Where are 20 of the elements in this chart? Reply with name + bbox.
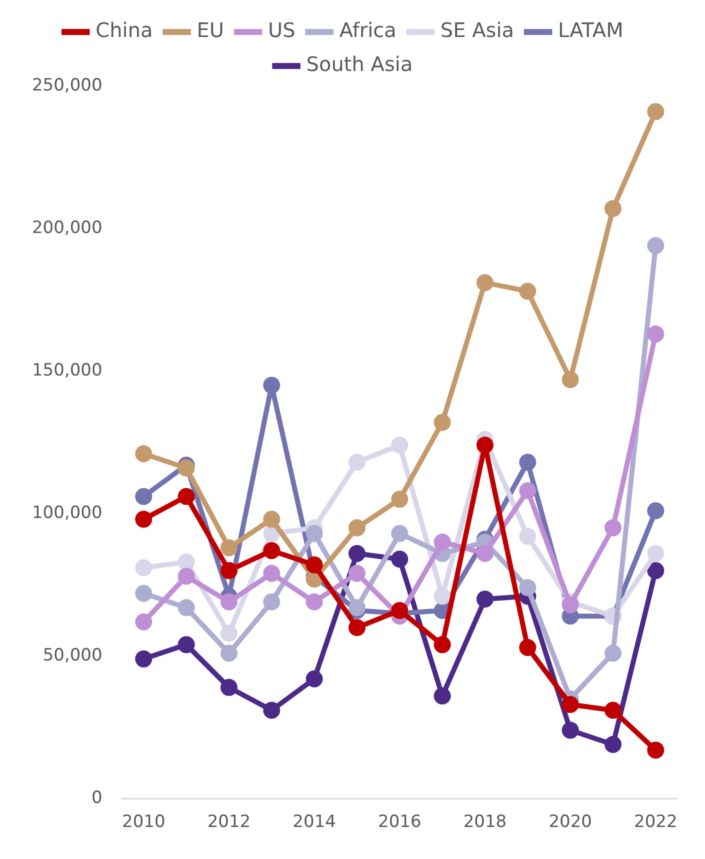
legend-label: US	[268, 18, 296, 42]
legend-label: LATAM	[558, 18, 624, 42]
x-tick-label: 2010	[122, 812, 166, 832]
x-tick-label: 2022	[634, 812, 678, 832]
x-tick-label: 2012	[207, 812, 251, 832]
legend-label: EU	[196, 18, 224, 42]
y-tick-label: 0	[91, 788, 102, 808]
x-tick-label: 2020	[548, 812, 592, 832]
y-tick-label: 100,000	[32, 502, 102, 523]
y-tick-label: 200,000	[32, 218, 102, 238]
legend-label: China	[96, 18, 153, 42]
legend-label: South Asia	[306, 52, 413, 76]
y-tick-label: 50,000	[42, 646, 102, 666]
x-tick-label: 2016	[378, 812, 422, 832]
x-tick-label: 2014	[292, 812, 336, 832]
y-tick-label: 250,000	[32, 75, 102, 96]
legend-label: SE Asia	[440, 18, 514, 42]
x-tick-label: 2018	[463, 812, 507, 832]
legend-label: Africa	[339, 18, 396, 42]
y-tick-label: 150,000	[32, 360, 102, 380]
